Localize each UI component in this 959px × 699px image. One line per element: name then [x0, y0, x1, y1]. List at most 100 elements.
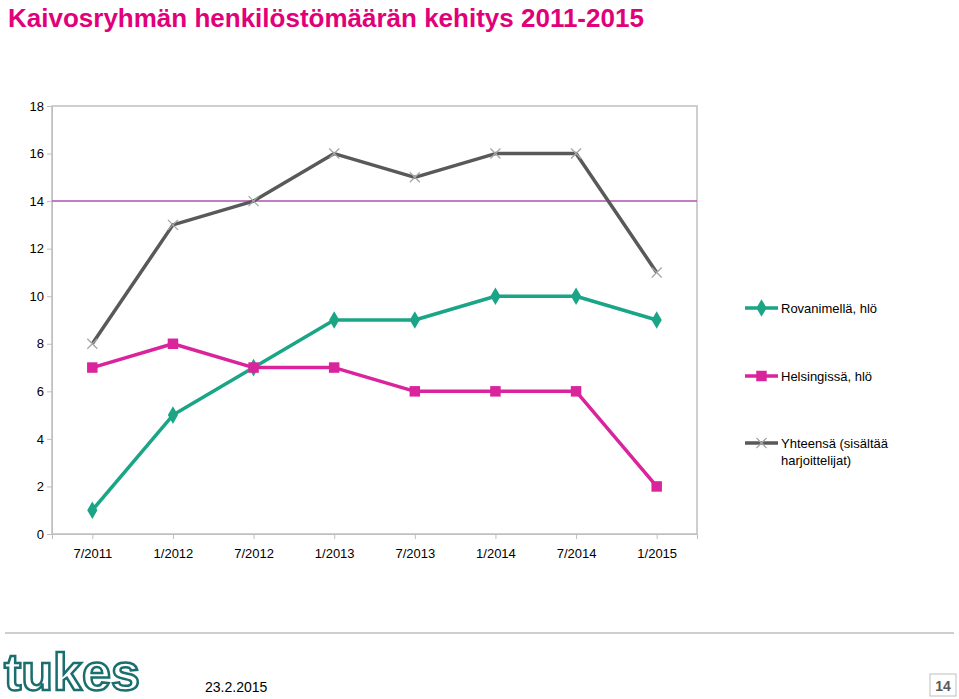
footer-rule [5, 632, 954, 634]
y-tick-mark [47, 534, 52, 535]
x-tick: 7/2011 [73, 534, 112, 561]
y-tick-label: 10 [30, 289, 44, 304]
x-tick-mark [415, 534, 416, 539]
y-tick-label: 14 [30, 194, 44, 209]
legend-marker [756, 371, 766, 381]
title: Kaivosryhmän henkilöstömäärän kehitys 20… [8, 3, 644, 33]
marker [410, 386, 420, 396]
marker [571, 386, 581, 396]
y-tick-mark [47, 154, 52, 155]
marker [168, 339, 178, 349]
legend-marker [756, 299, 766, 317]
series-markers [87, 287, 662, 519]
y-tick: 18 [30, 99, 52, 114]
x-axis: 7/2011 1/2012 7/2012 1/2013 7/2013 1/2014 7/20… [53, 534, 698, 561]
y-tick-label: 8 [37, 336, 44, 351]
footer-date: 23.2.2015 [205, 679, 267, 695]
marker [490, 386, 500, 396]
page-box [930, 674, 956, 696]
marker [329, 149, 339, 159]
series-line [92, 296, 656, 510]
marker [652, 267, 662, 277]
x-tick-label: 7/2012 [234, 546, 274, 561]
y-tick-mark [47, 201, 52, 202]
x-tick-label: 1/2013 [315, 546, 355, 561]
y-tick-mark [47, 106, 52, 107]
series-markers [87, 149, 661, 349]
y-tick-mark [47, 344, 52, 345]
y-axis-line [47, 107, 53, 535]
legend-label: Rovanimellä, hlö [781, 301, 877, 316]
x-tick-label: 1/2015 [637, 546, 677, 561]
marker [168, 220, 178, 230]
x-tick: 7/2013 [395, 534, 435, 561]
marker [410, 172, 420, 182]
marker [571, 287, 581, 305]
y-tick: 14 [30, 194, 52, 209]
y-tick: 10 [30, 289, 52, 304]
y-tick: 2 [37, 479, 52, 494]
y-tick-label: 6 [37, 384, 44, 399]
y-axis: 0 2 4 6 8 10 12 14 16 18 [30, 99, 53, 542]
marker [168, 406, 178, 424]
x-tick-label: 1/2014 [476, 546, 516, 561]
y-tick: 4 [37, 432, 52, 447]
series-line [92, 154, 656, 344]
y-tick-mark [47, 296, 52, 297]
y-tick: 0 [37, 527, 52, 542]
y-tick-mark [47, 391, 52, 392]
legend-label: Yhteensä (sisältääharjoittelijat) [781, 436, 889, 468]
marker [248, 362, 258, 372]
marker [87, 501, 97, 519]
marker [571, 149, 581, 159]
y-tick: 16 [30, 146, 52, 161]
x-tick: 1/2014 [476, 534, 516, 561]
x-axis-line [53, 535, 698, 540]
marker [329, 362, 339, 372]
legend-item: Rovanimellä, hlö [745, 299, 877, 317]
y-tick-label: 12 [30, 241, 44, 256]
marker [329, 311, 339, 329]
marker [248, 359, 258, 377]
y-tick: 8 [37, 336, 52, 351]
y-tick-label: 18 [30, 99, 44, 114]
x-tick-label: 7/2011 [73, 546, 112, 561]
x-tick-mark [334, 534, 335, 539]
marker [652, 311, 662, 329]
y-tick-label: 16 [30, 146, 44, 161]
x-tick-label: 7/2014 [557, 546, 597, 561]
legend-label: Helsingissä, hlö [781, 369, 872, 384]
series-line [92, 344, 656, 487]
y-tick-mark [47, 486, 52, 487]
x-tick-mark [173, 534, 174, 539]
plot-frame [52, 106, 697, 534]
reference-line [52, 200, 697, 202]
marker [87, 362, 97, 372]
footer-logo: tukes [4, 643, 140, 699]
y-tick: 6 [37, 384, 52, 399]
marker [651, 481, 661, 491]
legend: Rovanimellä, hlö Helsingissä, hlö Yhteensä… [745, 299, 889, 468]
marker [249, 196, 259, 206]
y-tick: 12 [30, 241, 52, 256]
y-tick-label: 2 [37, 479, 44, 494]
x-tick-mark [576, 534, 577, 539]
x-tick: 7/2014 [557, 534, 597, 561]
x-tick: 1/2013 [315, 534, 355, 561]
x-tick-mark [254, 534, 255, 539]
x-tick-label: 1/2012 [154, 546, 194, 561]
legend-item: Yhteensä (sisältääharjoittelijat) [745, 436, 889, 468]
y-tick-label: 0 [37, 527, 44, 542]
chart: Kaivosryhmän henkilöstömäärän kehitys 20… [0, 0, 959, 699]
y-tick-mark [47, 249, 52, 250]
x-tick-mark [495, 534, 496, 539]
marker [87, 339, 97, 349]
y-tick-mark [47, 439, 52, 440]
marker [410, 311, 420, 329]
x-tick: 7/2012 [234, 534, 274, 561]
page-number: 14 [935, 678, 951, 694]
plot-area [52, 149, 697, 519]
legend-marker [757, 438, 767, 448]
y-tick-label: 4 [37, 432, 44, 447]
x-tick: 1/2012 [154, 534, 194, 561]
